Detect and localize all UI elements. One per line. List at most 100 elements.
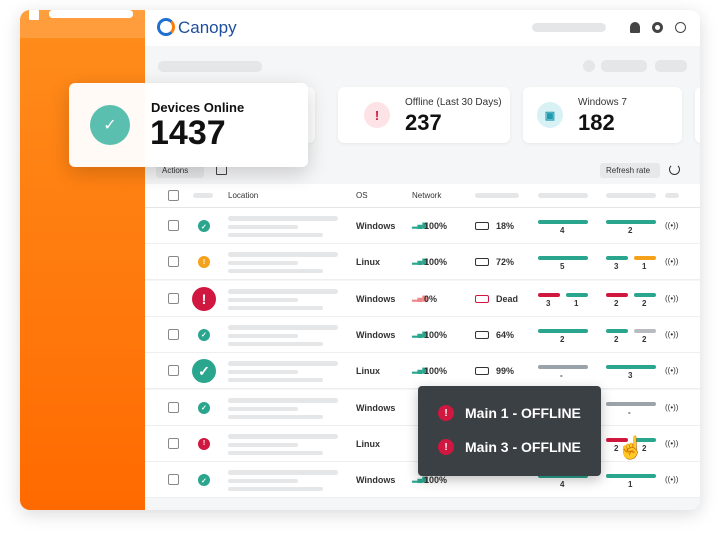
nav-label[interactable] xyxy=(49,10,133,18)
location-placeholder xyxy=(228,225,298,229)
location-placeholder xyxy=(228,288,338,294)
table-row: ! Linux ▂▄▆ 100% 72% 5 3 1 ((•)) xyxy=(145,244,700,281)
usage-bar xyxy=(634,292,656,297)
location-placeholder xyxy=(228,433,338,439)
location-placeholder xyxy=(228,414,323,419)
column-header: Network xyxy=(412,191,442,200)
settings[interactable] xyxy=(652,22,663,33)
wifi-icon: ((•)) xyxy=(665,329,679,339)
wifi-icon: ((•)) xyxy=(665,221,679,230)
usage-bar xyxy=(538,328,588,333)
status-icon: ✓ xyxy=(198,401,210,414)
os: Windows xyxy=(356,221,396,231)
placeholder xyxy=(601,60,647,72)
table-row: ! Windows ▂▄▆ 0% Dead 3 1 2 2 ((•)) xyxy=(145,280,700,317)
battery: Dead xyxy=(496,293,519,304)
nav-icon[interactable] xyxy=(29,10,39,20)
usage-label: 2 xyxy=(642,334,647,344)
location-placeholder xyxy=(228,370,298,375)
topbar: Canopy xyxy=(145,10,700,46)
checkbox[interactable] xyxy=(168,256,179,268)
usage-bar xyxy=(606,474,656,479)
actions-label: Actions xyxy=(162,166,189,175)
table-row: ✓ Windows ▂▄▆ 100% 64% 2 2 2 ((•)) xyxy=(145,316,700,353)
status-icon: ✓ xyxy=(198,474,210,487)
usage-label: 5 xyxy=(560,262,565,272)
stat-value: 1437 xyxy=(150,114,226,152)
wifi-icon: ((•)) xyxy=(665,366,679,376)
os: Windows xyxy=(356,475,396,486)
checkbox[interactable] xyxy=(168,401,179,413)
refresh-icon[interactable] xyxy=(669,164,680,175)
network: 100% xyxy=(424,329,448,340)
placeholder xyxy=(193,193,213,198)
usage-bar xyxy=(606,256,628,261)
stat-card xyxy=(695,87,700,143)
wifi-icon: ((•)) xyxy=(665,257,679,267)
status-icon: ! xyxy=(198,437,210,450)
network: 0% xyxy=(424,293,438,304)
table-row: ✓ Linux ▂▄▆ 100% 99% - 3 ((•)) xyxy=(145,353,700,390)
battery-icon xyxy=(475,294,489,303)
usage-label: 2 xyxy=(628,226,633,235)
usage-label: 3 xyxy=(546,298,551,308)
usage-bar xyxy=(606,401,656,406)
usage-label: 2 xyxy=(614,334,619,344)
placeholder xyxy=(606,193,656,198)
refresh-button[interactable]: Refresh rate xyxy=(600,163,660,178)
signal-icon: ▂▄▆ xyxy=(412,222,428,229)
location-placeholder xyxy=(228,233,323,237)
stat-card: ▣ Windows 7 182 xyxy=(523,87,682,143)
usage-bar xyxy=(606,292,628,297)
stat-value: 237 xyxy=(405,110,442,135)
battery: 64% xyxy=(496,329,515,340)
usage-label: 2 xyxy=(614,443,619,453)
check-icon: ✓ xyxy=(90,105,130,145)
checkbox[interactable] xyxy=(168,220,179,231)
windows-icon: ▣ xyxy=(537,102,563,128)
status-icon: ! xyxy=(192,286,216,311)
search[interactable] xyxy=(532,23,606,32)
battery: 72% xyxy=(496,257,515,268)
signal-icon: ▂▄▆ xyxy=(412,294,428,302)
usage-bar xyxy=(538,220,588,224)
checkbox[interactable] xyxy=(168,328,179,340)
location-placeholder xyxy=(228,442,298,447)
location-placeholder xyxy=(228,216,338,221)
location-placeholder xyxy=(228,470,338,476)
logo-mark xyxy=(157,18,175,36)
bell[interactable] xyxy=(630,22,640,33)
placeholder xyxy=(475,193,519,198)
location-placeholder xyxy=(228,450,323,455)
checkbox[interactable] xyxy=(168,365,179,377)
checkbox[interactable] xyxy=(168,292,179,304)
error-icon: ! xyxy=(438,439,454,455)
user[interactable] xyxy=(675,22,686,33)
wifi-icon: ((•)) xyxy=(665,475,679,485)
alert-icon: ! xyxy=(364,102,390,128)
stat-label: Devices Online xyxy=(151,100,245,115)
wifi-icon: ((•)) xyxy=(665,293,679,303)
usage-bar xyxy=(606,220,656,224)
usage-label: 2 xyxy=(642,443,647,453)
checkbox[interactable] xyxy=(168,190,179,201)
usage-label: 3 xyxy=(614,262,619,272)
checkbox[interactable] xyxy=(168,437,179,449)
placeholder xyxy=(655,60,687,72)
os: Linux xyxy=(356,257,380,268)
placeholder xyxy=(158,61,262,72)
usage-label: - xyxy=(628,407,631,417)
stat-label: Offline (Last 30 Days) xyxy=(405,97,502,108)
battery-icon xyxy=(475,330,489,339)
battery-icon xyxy=(475,367,489,376)
battery-icon xyxy=(475,222,489,230)
usage-label: 4 xyxy=(560,480,565,490)
usage-bar xyxy=(634,437,656,442)
location-placeholder xyxy=(228,269,323,274)
checkbox[interactable] xyxy=(168,474,179,486)
usage-label: 2 xyxy=(614,298,619,308)
os: Windows xyxy=(356,293,396,304)
location-placeholder xyxy=(228,261,298,266)
location-placeholder xyxy=(228,378,323,383)
